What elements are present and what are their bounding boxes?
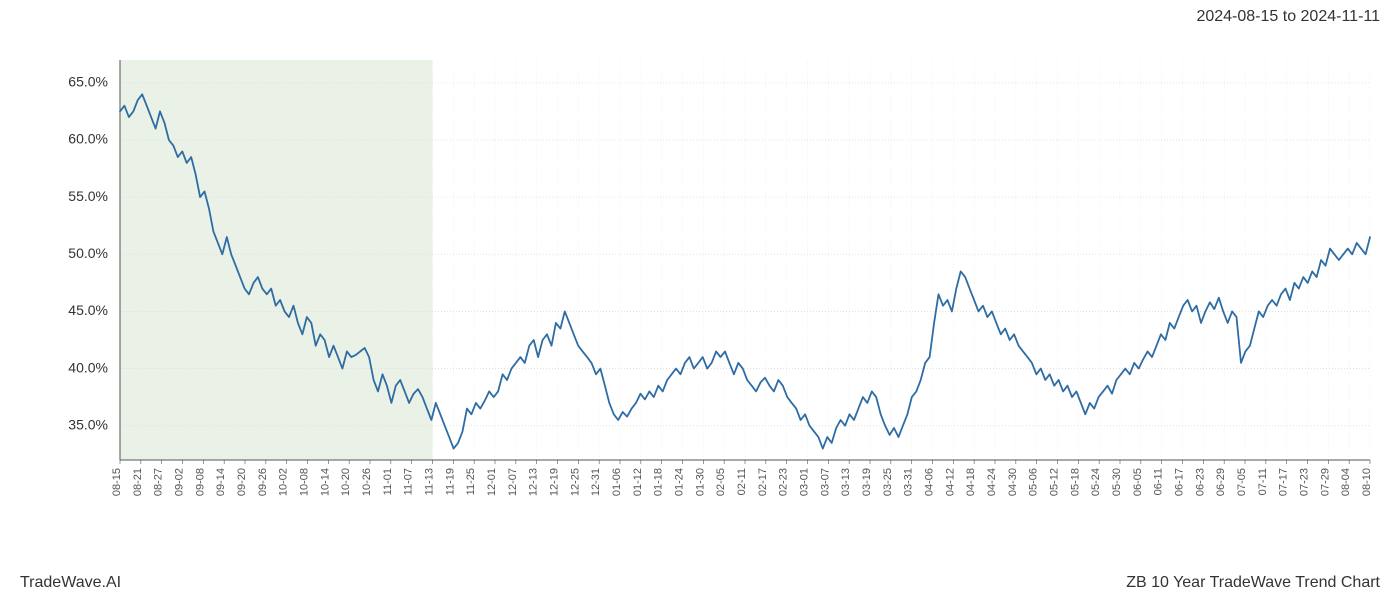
xtick-label: 03-31 (903, 468, 915, 496)
xtick-label: 08-04 (1340, 468, 1352, 496)
ytick-label: 50.0% (68, 245, 108, 261)
xtick-label: 03-19 (861, 468, 873, 496)
xtick-label: 10-14 (319, 468, 331, 496)
ytick-label: 65.0% (68, 74, 108, 90)
chart-title: ZB 10 Year TradeWave Trend Chart (1126, 574, 1380, 592)
date-range-label: 2024-08-15 to 2024-11-11 (1196, 8, 1380, 26)
xtick-label: 08-21 (132, 468, 144, 496)
xtick-label: 01-30 (694, 468, 706, 496)
xtick-label: 08-15 (111, 468, 123, 496)
brand-label: TradeWave.AI (20, 574, 121, 592)
xtick-label: 04-24 (986, 468, 998, 496)
xtick-label: 02-11 (736, 468, 748, 495)
xtick-label: 04-06 (924, 468, 936, 496)
xtick-label: 07-23 (1299, 468, 1311, 496)
xtick-label: 07-29 (1319, 468, 1331, 496)
xtick-label: 05-24 (1090, 468, 1102, 496)
xtick-label: 10-02 (278, 468, 290, 496)
ytick-label: 45.0% (68, 302, 108, 318)
xtick-label: 01-24 (674, 468, 686, 496)
xtick-label: 06-05 (1132, 468, 1144, 496)
xtick-label: 11-25 (465, 468, 477, 495)
xtick-label: 05-06 (1028, 468, 1040, 496)
xtick-label: 02-17 (757, 468, 769, 496)
xtick-label: 06-17 (1174, 468, 1186, 496)
xtick-label: 02-23 (778, 468, 790, 496)
xtick-label: 07-05 (1236, 468, 1248, 496)
xtick-label: 12-31 (590, 468, 602, 496)
xtick-label: 02-05 (715, 468, 727, 496)
trend-chart: 35.0% 40.0% 45.0% 50.0% 55.0% 60.0% 65.0% 08-15… (40, 40, 1380, 540)
xtick-label: 10-08 (299, 468, 311, 496)
xtick-label: 01-06 (611, 468, 623, 496)
xtick-label: 01-18 (653, 468, 665, 496)
ytick-label: 60.0% (68, 131, 108, 147)
xtick-label: 05-18 (1069, 468, 1081, 496)
chart-svg: 35.0% 40.0% 45.0% 50.0% 55.0% 60.0% 65.0% 08-15… (40, 40, 1380, 540)
xtick-label: 12-01 (486, 468, 498, 496)
xtick-label: 07-11 (1257, 468, 1269, 495)
xtick-label: 08-27 (153, 468, 165, 496)
xtick-label: 09-02 (174, 468, 186, 496)
xtick-label: 06-11 (1153, 468, 1165, 495)
xtick-label: 11-01 (382, 468, 394, 495)
ytick-label: 35.0% (68, 416, 108, 432)
xtick-label: 09-08 (194, 468, 206, 496)
xtick-label: 12-19 (549, 468, 561, 496)
xtick-label: 05-30 (1111, 468, 1123, 496)
xtick-label: 12-07 (507, 468, 519, 496)
xtick-label: 10-20 (340, 468, 352, 496)
ytick-label: 40.0% (68, 359, 108, 375)
xtick-label: 11-07 (403, 468, 415, 495)
xtick-label: 01-12 (632, 468, 644, 496)
xtick-label: 04-30 (1007, 468, 1019, 496)
xtick-label: 11-19 (444, 468, 456, 495)
xtick-label: 06-29 (1215, 468, 1227, 496)
xtick-label: 04-12 (944, 468, 956, 496)
xtick-label: 09-26 (257, 468, 269, 496)
xtick-label: 05-12 (1049, 468, 1061, 496)
xtick-label: 06-23 (1194, 468, 1206, 496)
xtick-label: 12-13 (528, 468, 540, 496)
xtick-label: 08-10 (1361, 468, 1373, 496)
xtick-label: 03-13 (840, 468, 852, 496)
xtick-label: 09-14 (215, 468, 227, 496)
xtick-label: 07-17 (1278, 468, 1290, 496)
xtick-label: 10-26 (361, 468, 373, 496)
ytick-label: 55.0% (68, 188, 108, 204)
xtick-label: 12-25 (569, 468, 581, 496)
xtick-label: 03-25 (882, 468, 894, 496)
xtick-label: 03-01 (799, 468, 811, 496)
xtick-label: 11-13 (424, 468, 436, 495)
xtick-label: 04-18 (965, 468, 977, 496)
xtick-label: 09-20 (236, 468, 248, 496)
xtick-label: 03-07 (819, 468, 831, 496)
